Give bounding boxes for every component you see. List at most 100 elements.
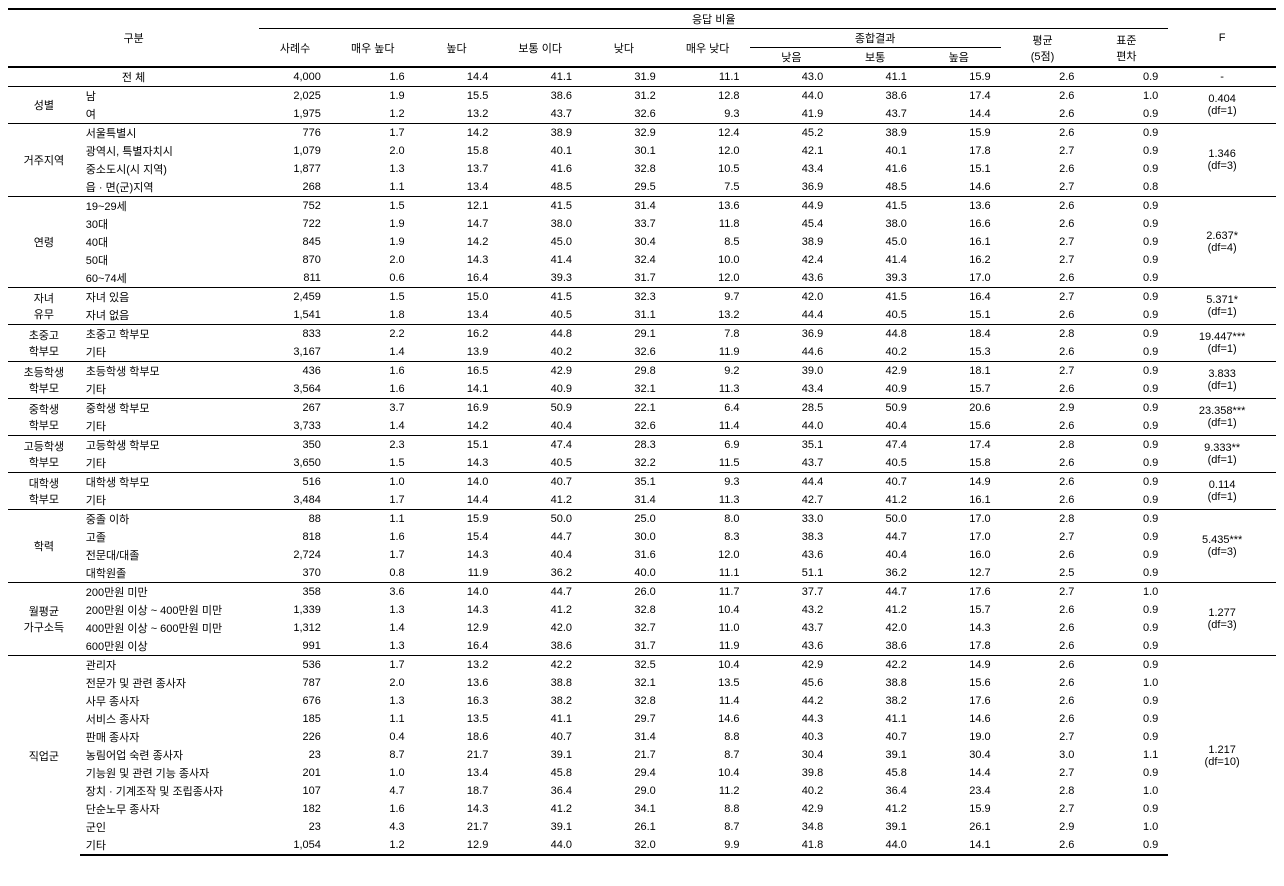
value: 32.0 xyxy=(582,836,666,855)
header-sd: 표준 편차 xyxy=(1084,29,1168,68)
value: 0.9 xyxy=(1084,510,1168,529)
value: 21.7 xyxy=(415,746,499,764)
value: 41.5 xyxy=(498,288,582,307)
row-label: 400만원 이상 ~ 600만원 미만 xyxy=(80,619,259,637)
value: 44.9 xyxy=(750,197,834,216)
value: 0.6 xyxy=(331,269,415,288)
value: 6.4 xyxy=(666,399,750,418)
value: 14.3 xyxy=(415,546,499,564)
value: 2.6 xyxy=(1001,546,1085,564)
value: 8.0 xyxy=(666,510,750,529)
value: 39.0 xyxy=(750,362,834,381)
value: 41.4 xyxy=(498,251,582,269)
value: 2.6 xyxy=(1001,124,1085,143)
value: 40.4 xyxy=(833,417,917,436)
value: 30.4 xyxy=(750,746,834,764)
value: 0.9 xyxy=(1084,343,1168,362)
value: 13.2 xyxy=(666,306,750,325)
value: 1.0 xyxy=(1084,87,1168,106)
value: 8.7 xyxy=(666,818,750,836)
value: 16.4 xyxy=(917,288,1001,307)
value: 36.4 xyxy=(498,782,582,800)
value: 14.3 xyxy=(415,800,499,818)
value: 0.9 xyxy=(1084,546,1168,564)
value: 15.9 xyxy=(917,67,1001,87)
value: 11.4 xyxy=(666,417,750,436)
category-label: 거주지역 xyxy=(8,124,80,197)
value: 2.7 xyxy=(1001,583,1085,602)
value: 8.5 xyxy=(666,233,750,251)
value: 44.0 xyxy=(750,417,834,436)
value: 12.1 xyxy=(415,197,499,216)
value: 2,724 xyxy=(259,546,331,564)
value: 51.1 xyxy=(750,564,834,583)
value: 13.7 xyxy=(415,160,499,178)
row-label: 대학생 학부모 xyxy=(80,473,259,492)
value: 23 xyxy=(259,818,331,836)
value: 201 xyxy=(259,764,331,782)
value: 0.9 xyxy=(1084,601,1168,619)
header-mean: 평균 (5점) xyxy=(1001,29,1085,68)
header-group: 구분 xyxy=(8,9,259,67)
value: 2.6 xyxy=(1001,473,1085,492)
value: 1,054 xyxy=(259,836,331,855)
value: 44.7 xyxy=(833,528,917,546)
value: 2.6 xyxy=(1001,105,1085,124)
value: 0.9 xyxy=(1084,251,1168,269)
value: 39.1 xyxy=(833,818,917,836)
value: 15.8 xyxy=(415,142,499,160)
row-label: 40대 xyxy=(80,233,259,251)
value: 1.4 xyxy=(331,343,415,362)
value: 32.8 xyxy=(582,601,666,619)
table-row: 학력중졸 이하881.115.950.025.08.033.050.017.02… xyxy=(8,510,1276,529)
value: 436 xyxy=(259,362,331,381)
value: 44.4 xyxy=(750,473,834,492)
value: 2.6 xyxy=(1001,87,1085,106)
category-label: 대학생 학부모 xyxy=(8,473,80,510)
value: 35.1 xyxy=(582,473,666,492)
value: 26.0 xyxy=(582,583,666,602)
value: 1.8 xyxy=(331,306,415,325)
value: 40.1 xyxy=(498,142,582,160)
value: 9.3 xyxy=(666,473,750,492)
value: 2.6 xyxy=(1001,637,1085,656)
value: 7.8 xyxy=(666,325,750,344)
value: 3.7 xyxy=(331,399,415,418)
value: 13.6 xyxy=(666,197,750,216)
row-label: 자녀 있음 xyxy=(80,288,259,307)
value: 2.6 xyxy=(1001,215,1085,233)
value: 14.4 xyxy=(917,764,1001,782)
value: 14.3 xyxy=(415,251,499,269)
value: 1,541 xyxy=(259,306,331,325)
value: 40.4 xyxy=(498,546,582,564)
value: 26.1 xyxy=(582,818,666,836)
f-value: - xyxy=(1168,67,1276,87)
value: 2.6 xyxy=(1001,601,1085,619)
value: 13.2 xyxy=(415,656,499,675)
value: 1.9 xyxy=(331,215,415,233)
value: 267 xyxy=(259,399,331,418)
value: 9.3 xyxy=(666,105,750,124)
value: 0.9 xyxy=(1084,764,1168,782)
value: 1.0 xyxy=(1084,782,1168,800)
value: 1.9 xyxy=(331,233,415,251)
value: 29.8 xyxy=(582,362,666,381)
value: 2.9 xyxy=(1001,818,1085,836)
value: 44.4 xyxy=(750,306,834,325)
f-value: 5.371* (df=1) xyxy=(1168,288,1276,325)
value: 11.5 xyxy=(666,454,750,473)
value: 2,025 xyxy=(259,87,331,106)
row-label: 전문가 및 관련 종사자 xyxy=(80,674,259,692)
header-c-low: 낮음 xyxy=(750,48,834,68)
value: 1.6 xyxy=(331,528,415,546)
value: 40.5 xyxy=(498,306,582,325)
row-label: 판매 종사자 xyxy=(80,728,259,746)
value: 20.6 xyxy=(917,399,1001,418)
value: 16.2 xyxy=(415,325,499,344)
value: 1.0 xyxy=(331,473,415,492)
row-label: 군인 xyxy=(80,818,259,836)
value: 14.2 xyxy=(415,124,499,143)
value: 13.6 xyxy=(917,197,1001,216)
value: 44.7 xyxy=(498,583,582,602)
f-value: 1.277 (df=3) xyxy=(1168,583,1276,656)
